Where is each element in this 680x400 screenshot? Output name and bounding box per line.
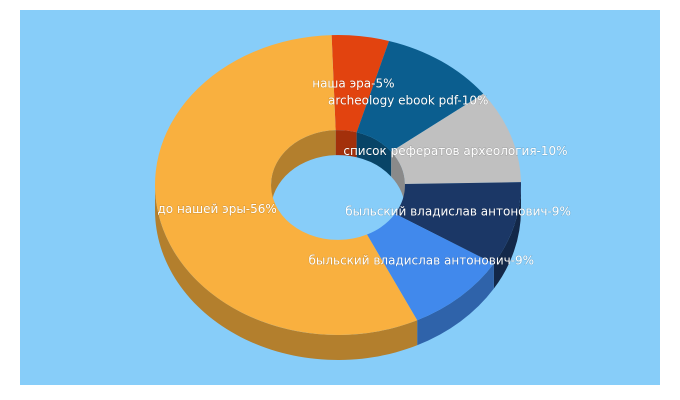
slice [331,35,389,133]
slice-label: наша эра-5% [312,76,394,90]
slice-side [417,263,494,346]
slice-side [335,130,357,158]
slice-side [391,151,405,209]
slice-label: до нашей эры-56% [158,202,277,216]
slice-side [155,185,418,360]
slice-label: быльский владислав антонович-9% [308,253,534,267]
slice [395,182,521,264]
slice [356,40,484,152]
slice [366,213,494,321]
slice-label: список рефератов археология-10% [343,144,567,158]
slice-label: archeology ebook pdf-10% [328,93,488,107]
slice-label: быльский владислав антонович-9% [345,204,571,218]
slice-side [271,130,336,210]
slice-side [356,132,392,177]
slice [391,93,521,184]
slice-side [493,185,522,289]
slice [155,35,418,335]
